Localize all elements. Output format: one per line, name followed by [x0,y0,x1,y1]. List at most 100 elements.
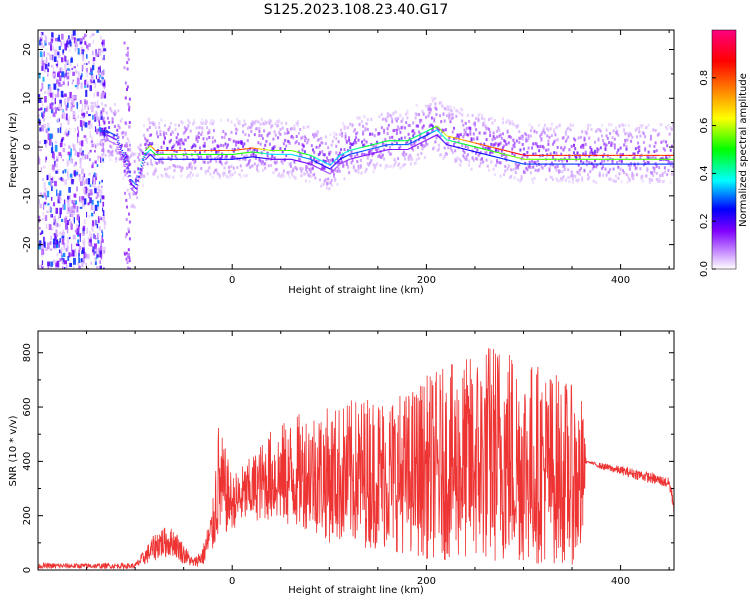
ridge-pixel [594,154,596,156]
ridge-pixel [410,138,413,140]
ridge-halo-pixel [470,167,473,171]
ridge-pixel [131,184,133,186]
noise-pixel [69,262,72,267]
noise-pixel [53,215,56,223]
ridge-halo-pixel [387,165,390,169]
ridge-pixel [380,150,383,152]
ridge-pixel [294,159,296,161]
ridge-halo-pixel [176,141,179,144]
ridge-halo-pixel [336,182,339,186]
ridge-halo-pixel [531,159,534,163]
noise-pixel [76,186,78,192]
ridge-halo-pixel [329,133,332,136]
noise-pixel [77,224,80,230]
ridge-halo-pixel [613,137,616,141]
ridge-pixel [580,154,583,156]
ridge-pixel [618,163,621,165]
ridge-halo-pixel [310,167,313,171]
ridge-halo-pixel [281,161,284,165]
ridge-halo-pixel [355,141,358,145]
ridge-halo-pixel [328,152,331,156]
ridge-pixel [396,149,398,150]
ridge-pixel [249,151,252,153]
ridge-pixel [304,162,306,164]
ridge-halo-pixel [464,157,467,161]
ridge-halo-pixel [390,152,393,156]
ridge-halo-pixel [630,139,633,143]
ridge-pixel [156,158,159,160]
noise-pixel [98,188,101,193]
noise-pixel [97,201,100,207]
ridge-halo-pixel [638,130,641,134]
ridge-pixel [181,158,184,160]
noise-pixel [94,144,97,149]
ridge-pixel [149,149,152,150]
ridge-halo-pixel [444,107,447,111]
x-tick-label: 200 [417,275,436,286]
ridge-pixel [441,131,444,133]
ridge-pixel [578,154,581,156]
ridge-halo-pixel [183,130,186,134]
ridge-pixel [602,154,604,156]
snr-xlabel: Height of straight line (km) [288,585,424,596]
ridge-halo-pixel [587,177,589,181]
ridge-halo-pixel [632,177,635,181]
ridge-pixel [602,163,604,165]
noise-pixel [84,122,88,128]
ridge-pixel [226,153,228,155]
ridge-pixel [199,158,201,160]
ridge-halo-pixel [631,174,634,178]
noise-pixel [40,32,42,39]
noise-pixel [84,137,88,142]
noise-pixel [54,49,58,56]
ridge-halo-pixel [596,163,599,167]
noise-pixel [83,135,87,138]
noise-pixel [126,85,129,89]
ridge-halo-pixel [626,138,629,142]
ridge-pixel [544,163,547,165]
ridge-pixel [529,154,531,156]
ridge-halo-pixel [562,164,565,168]
noise-pixel [43,181,46,189]
ridge-pixel [440,129,442,131]
ridge-halo-pixel [393,163,396,167]
noise-pixel [40,32,44,36]
ridge-pixel [638,158,640,160]
ridge-halo-pixel [233,156,236,160]
ridge-halo-pixel [532,165,535,169]
ridge-halo-pixel [488,127,490,131]
ridge-pixel [421,141,424,143]
ridge-pixel [107,140,110,142]
ridge-pixel [441,130,443,132]
noise-pixel [62,159,64,162]
ridge-pixel [668,163,670,165]
noise-pixel [78,233,82,237]
ridge-pixel [311,164,314,166]
ridge-pixel [210,158,213,160]
ridge-halo-pixel [231,148,234,152]
ridge-pixel [371,148,373,150]
ridge-halo-pixel [181,121,184,125]
ridge-pixel [620,154,623,156]
ridge-pixel [307,158,310,160]
noise-pixel [51,32,54,38]
ridge-pixel [503,149,505,151]
ridge-pixel [366,149,368,151]
ridge-pixel [447,144,450,146]
ridge-halo-pixel [172,131,175,135]
ridge-halo-pixel [270,164,273,167]
ridge-halo-pixel [222,144,225,148]
ridge-halo-pixel [344,132,347,136]
ridge-pixel [290,158,293,160]
ridge-halo-pixel [111,120,114,124]
ridge-pixel [412,137,415,139]
noise-pixel [74,248,76,253]
snr-marks [38,348,674,570]
ridge-pixel [152,156,155,158]
ridge-halo-pixel [494,141,497,145]
ridge-pixel [520,154,523,156]
ridge-halo-pixel [203,149,206,153]
ridge-halo-pixel [213,129,215,133]
ridge-pixel [475,142,478,144]
